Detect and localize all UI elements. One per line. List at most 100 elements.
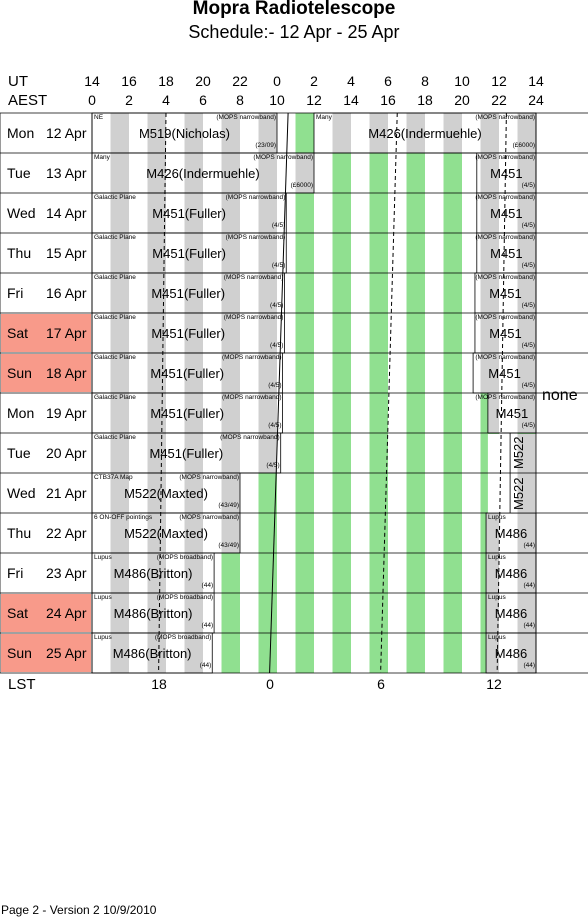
free-time-stripe bbox=[406, 633, 425, 673]
day-date: 14 Apr bbox=[46, 205, 87, 221]
aest-tick-label: 12 bbox=[306, 92, 322, 108]
free-time-stripe bbox=[443, 193, 462, 233]
block-description: Many bbox=[316, 114, 332, 121]
aest-tick-label: 22 bbox=[491, 92, 507, 108]
block-note: (44) bbox=[201, 622, 214, 629]
free-time-stripe bbox=[295, 593, 314, 633]
free-time-stripe bbox=[332, 313, 351, 353]
block-description: 6 ON-OFF pointings bbox=[94, 514, 153, 521]
block-note: (4/5) bbox=[270, 302, 284, 309]
day-name: Sat bbox=[7, 605, 29, 621]
free-time-stripe bbox=[258, 473, 277, 513]
free-time-stripe bbox=[369, 233, 388, 273]
program-label: M451(Fuller) bbox=[152, 246, 226, 261]
free-time-stripe bbox=[295, 553, 314, 593]
schedule-block bbox=[91, 352, 283, 394]
free-time-stripe bbox=[443, 273, 462, 313]
day-label: Tue 20 Apr bbox=[1, 434, 91, 472]
block-mode: (MOPS narrowband) bbox=[220, 434, 280, 441]
schedule-block bbox=[91, 112, 278, 154]
lst-dashed-line bbox=[496, 112, 507, 674]
free-time-stripe bbox=[332, 593, 351, 633]
ut-tick-label: 14 bbox=[528, 73, 544, 89]
block-mode: (MOPS narrowband) bbox=[221, 394, 282, 401]
block-description: NE bbox=[94, 114, 104, 121]
free-time-stripe bbox=[369, 433, 388, 473]
program-label: M451(Fuller) bbox=[149, 446, 224, 461]
free-time-stripe bbox=[406, 353, 425, 393]
program-label: M451 bbox=[490, 166, 523, 181]
day-label: Fri 16 Apr bbox=[1, 274, 91, 312]
lst-axis-label: LST bbox=[8, 676, 36, 693]
program-label: M522(Maxted) bbox=[124, 526, 208, 541]
day-date: 22 Apr bbox=[46, 525, 87, 541]
vertical-program-label: M522 bbox=[511, 436, 527, 469]
block-description: Lupus bbox=[488, 514, 506, 521]
block-mode: (MOPS narrowband) bbox=[223, 314, 284, 321]
block-mode: (MOPS narrowband) bbox=[179, 514, 239, 521]
lst-zero-line bbox=[269, 112, 289, 674]
block-description: Galactic Plane bbox=[94, 194, 136, 201]
day-name: Sun bbox=[7, 645, 32, 661]
block-description: CTB37A Map bbox=[94, 474, 133, 481]
free-time-stripe bbox=[369, 633, 388, 673]
block-mode: (MOPS narrowband) bbox=[221, 354, 282, 361]
day-name: Sun bbox=[7, 365, 32, 381]
day-date: 13 Apr bbox=[46, 165, 87, 181]
day-date: 18 Apr bbox=[46, 365, 87, 381]
free-time-stripe bbox=[443, 313, 462, 353]
aest-axis-label: AEST bbox=[8, 92, 48, 109]
block-description: Lupus bbox=[94, 634, 112, 641]
day-name: Wed bbox=[7, 205, 36, 221]
program-label: M451(Fuller) bbox=[150, 406, 225, 421]
day-label: Mon 12 Apr bbox=[1, 114, 91, 152]
free-time-stripe bbox=[258, 593, 277, 633]
free-time-stripe bbox=[406, 553, 425, 593]
program-label: M486(Britton) bbox=[113, 566, 193, 581]
block-mode: (MOPS narrowband) bbox=[475, 394, 535, 401]
program-label: M451 bbox=[490, 246, 523, 261]
block-note: (4/5) bbox=[271, 222, 286, 229]
day-name: Sat bbox=[7, 325, 29, 341]
aest-tick-label: 14 bbox=[343, 92, 359, 108]
block-mode: (MOPS broadband) bbox=[156, 554, 214, 561]
free-time-stripe bbox=[332, 473, 351, 513]
block-note: (4/5) bbox=[266, 462, 280, 469]
program-label: M519(Nicholas) bbox=[138, 126, 231, 141]
block-note: (23/09) bbox=[255, 142, 276, 149]
free-time-stripe bbox=[295, 273, 314, 313]
day-label: Mon 19 Apr bbox=[1, 394, 91, 432]
free-time-stripe bbox=[369, 313, 388, 353]
schedule-block bbox=[485, 512, 537, 554]
free-time-stripe bbox=[332, 393, 351, 433]
program-label: M486(Britton) bbox=[113, 606, 193, 621]
aest-tick-label: 6 bbox=[199, 92, 207, 108]
day-date: 15 Apr bbox=[46, 245, 87, 261]
free-time-stripe bbox=[443, 353, 462, 393]
free-time-stripe bbox=[295, 393, 314, 433]
program-label: M451 bbox=[488, 366, 521, 381]
free-time-stripe bbox=[332, 233, 351, 273]
schedule-block bbox=[91, 632, 213, 674]
day-date: 17 Apr bbox=[46, 325, 87, 341]
day-name: Fri bbox=[7, 285, 24, 301]
program-label: M486 bbox=[494, 566, 528, 581]
aest-tick-label: 10 bbox=[269, 92, 285, 108]
free-time-stripe bbox=[443, 553, 462, 593]
free-time-stripe bbox=[369, 473, 388, 513]
block-description: Lupus bbox=[94, 554, 112, 561]
block-note: (44) bbox=[523, 622, 535, 629]
lst-tick-label: 0 bbox=[266, 676, 274, 692]
block-mode: (MOPS narrowband) bbox=[225, 234, 286, 241]
aest-tick-label: 24 bbox=[528, 92, 544, 108]
ut-tick-label: 16 bbox=[121, 73, 137, 89]
schedule-block bbox=[485, 592, 537, 634]
free-time-stripe bbox=[295, 433, 314, 473]
block-description: Many bbox=[94, 154, 110, 161]
free-time-stripe bbox=[332, 633, 351, 673]
free-time-stripe bbox=[332, 433, 351, 473]
free-time-stripe bbox=[406, 433, 425, 473]
block-note: (£6000) bbox=[512, 142, 535, 149]
free-time-stripe bbox=[406, 313, 425, 353]
